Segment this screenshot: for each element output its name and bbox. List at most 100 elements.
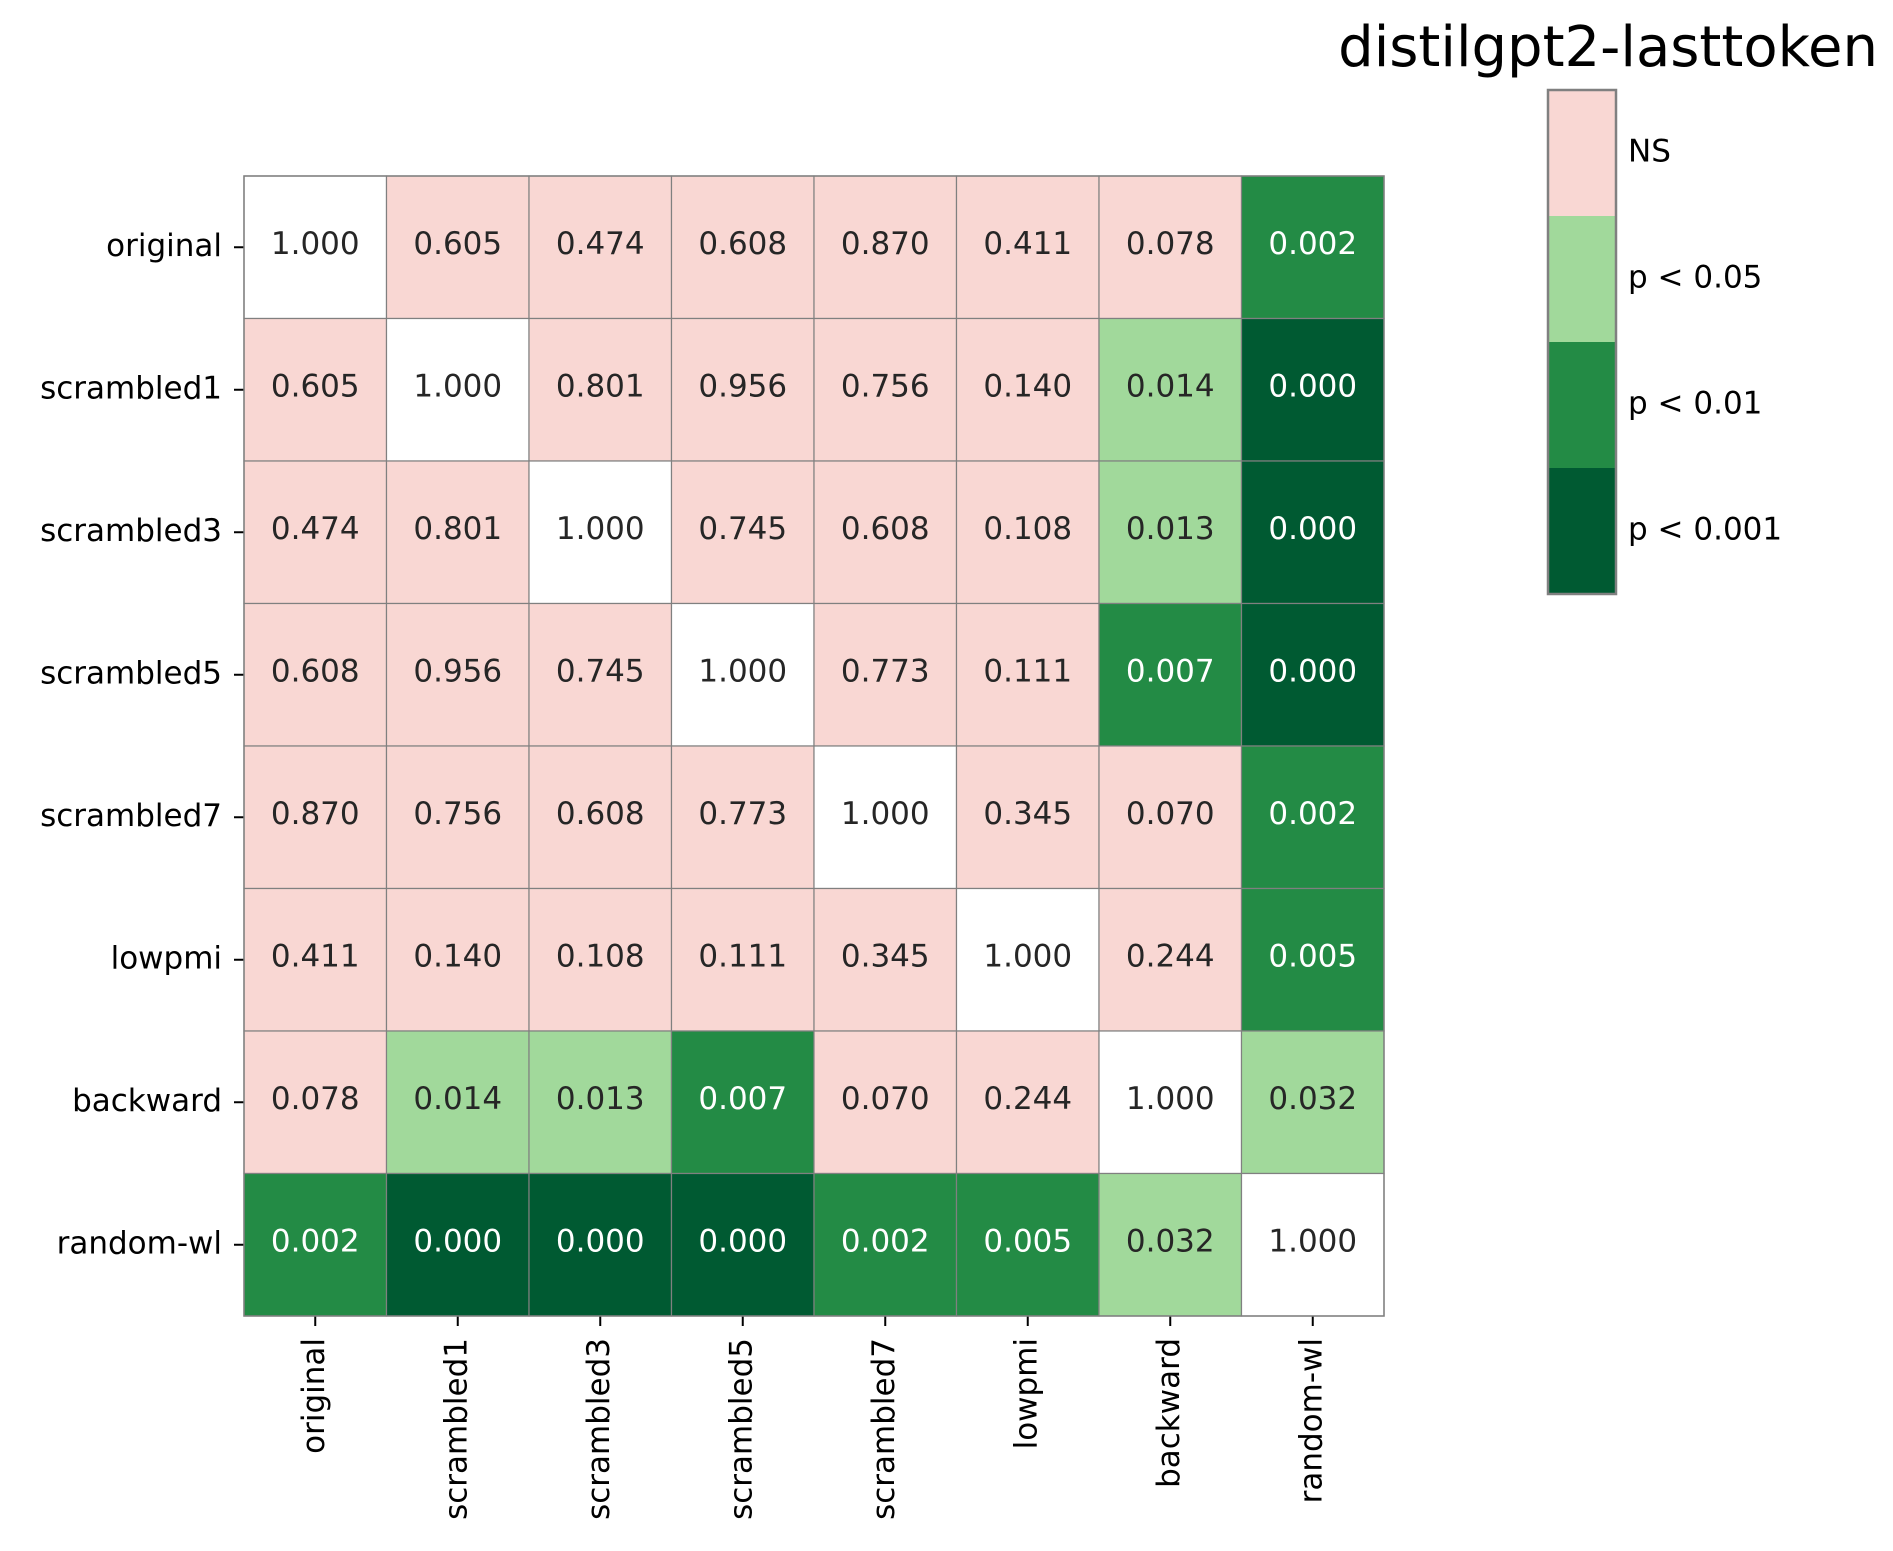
heatmap-cell-original-scrambled5 (670, 175, 815, 320)
cell-value-label: 0.014 (1126, 368, 1215, 404)
heatmap-cell-scrambled3-backward (1098, 460, 1243, 605)
legend-swatch (1548, 468, 1616, 594)
row-tick-label: original (106, 228, 222, 264)
heatmap-cell-backward-scrambled7 (813, 1030, 958, 1175)
heatmap-cell-backward-random-wl (1240, 1030, 1385, 1175)
heatmap-cell-scrambled1-backward (1098, 317, 1243, 462)
legend-label: NS (1628, 134, 1671, 170)
cell-value-label: 0.474 (271, 511, 360, 547)
heatmap-cell-original-scrambled7 (813, 175, 958, 320)
cell-value-label: 0.756 (841, 368, 930, 404)
cell-value-label: 0.140 (983, 368, 1072, 404)
heatmap-cell-scrambled1-scrambled1 (385, 317, 530, 462)
cell-value-label: 0.005 (1268, 938, 1357, 974)
cell-value-label: 0.000 (1268, 368, 1357, 404)
cell-value-label: 0.111 (698, 938, 787, 974)
heatmap-cell-scrambled7-scrambled5 (670, 745, 815, 890)
column-tick-label: lowpmi (1008, 1338, 1044, 1449)
heatmap-cell-random-wl-random-wl (1240, 1172, 1385, 1317)
cell-value-label: 0.002 (841, 1223, 930, 1259)
heatmap-cell-backward-scrambled1 (385, 1030, 530, 1175)
cell-value-label: 0.608 (841, 511, 930, 547)
row-tick-label: scrambled7 (40, 798, 222, 834)
cell-value-label: 0.000 (1268, 511, 1357, 547)
legend-swatch (1548, 216, 1616, 342)
heatmap-cell-original-random-wl (1240, 175, 1385, 320)
cell-value-label: 0.411 (271, 938, 360, 974)
cell-value-label: 0.108 (556, 938, 645, 974)
cell-value-label: 0.007 (1126, 653, 1215, 689)
row-tick-label: scrambled3 (40, 513, 222, 549)
cell-value-label: 0.773 (841, 653, 930, 689)
row-tick-label: random-wl (57, 1225, 222, 1261)
cell-value-label: 0.608 (271, 653, 360, 689)
column-tick-label: original (296, 1338, 332, 1454)
cell-value-label: 0.000 (413, 1223, 502, 1259)
cell-value-label: 0.756 (413, 796, 502, 832)
heatmap-cell-scrambled3-original (243, 460, 388, 605)
cell-value-label: 0.801 (413, 511, 502, 547)
cell-value-label: 0.070 (1126, 796, 1215, 832)
heatmap-frame (243, 175, 1385, 1317)
heatmap-cell-scrambled3-scrambled3 (528, 460, 673, 605)
row-tick-label: backward (72, 1083, 222, 1119)
column-tick-label: scrambled3 (581, 1338, 617, 1520)
legend-label: p < 0.001 (1628, 512, 1782, 548)
heatmap-cells: 1.000 0.605 0.474 0.608 0.870 0.411 0.078 0.002… (243, 175, 1385, 1317)
heatmap-cell-original-original (243, 175, 388, 320)
chart-title: distilgpt2-lasttoken (1338, 15, 1878, 80)
cell-value-label: 1.000 (271, 226, 360, 262)
cell-value-label: 0.014 (413, 1081, 502, 1117)
cell-value-label: 0.013 (556, 1081, 645, 1117)
legend-swatch (1548, 342, 1616, 468)
heatmap-cell-scrambled7-scrambled7 (813, 745, 958, 890)
heatmap-cell-lowpmi-lowpmi (955, 887, 1100, 1032)
cell-value-label: 1.000 (698, 653, 787, 689)
cell-value-label: 0.474 (556, 226, 645, 262)
column-tick-label: backward (1151, 1338, 1187, 1488)
heatmap-cell-lowpmi-scrambled7 (813, 887, 958, 1032)
cell-value-label: 0.000 (1268, 653, 1357, 689)
row-tick-label: scrambled1 (40, 370, 222, 406)
column-tick-label: scrambled5 (723, 1338, 759, 1520)
heatmap-cell-scrambled5-scrambled3 (528, 602, 673, 747)
cell-value-label: 0.956 (413, 653, 502, 689)
cell-value-label: 0.345 (841, 938, 930, 974)
heatmap-cell-random-wl-scrambled7 (813, 1172, 958, 1317)
cell-value-label: 0.078 (1126, 226, 1215, 262)
cell-value-label: 0.956 (698, 368, 787, 404)
heatmap-cell-scrambled1-scrambled5 (670, 317, 815, 462)
significance-legend: NS p < 0.05 p < 0.01 p < 0.001 (1546, 88, 1782, 596)
cell-value-label: 0.345 (983, 796, 1072, 832)
cell-value-label: 0.013 (1126, 511, 1215, 547)
heatmap-cell-lowpmi-scrambled3 (528, 887, 673, 1032)
heatmap-cell-original-lowpmi (955, 175, 1100, 320)
column-tick-label: random-wl (1293, 1338, 1329, 1503)
cell-value-label: 0.005 (983, 1223, 1072, 1259)
cell-value-label: 0.605 (413, 226, 502, 262)
cell-value-label: 1.000 (983, 938, 1072, 974)
cell-value-label: 0.002 (1268, 796, 1357, 832)
heatmap-cell-scrambled3-lowpmi (955, 460, 1100, 605)
cell-value-label: 1.000 (1268, 1223, 1357, 1259)
cell-value-label: 0.002 (1268, 226, 1357, 262)
cell-value-label: 0.244 (1126, 938, 1215, 974)
row-tick-labels: original scrambled1 scrambled3 scrambled5 sc… (40, 228, 244, 1261)
legend-label: p < 0.05 (1628, 260, 1762, 296)
cell-value-label: 1.000 (556, 511, 645, 547)
cell-value-label: 0.000 (556, 1223, 645, 1259)
heatmap-cell-random-wl-lowpmi (955, 1172, 1100, 1317)
cell-value-label: 0.070 (841, 1081, 930, 1117)
heatmap-cell-backward-lowpmi (955, 1030, 1100, 1175)
heatmap-cell-backward-backward (1098, 1030, 1243, 1175)
heatmap-cell-random-wl-scrambled3 (528, 1172, 673, 1317)
legend-swatch (1548, 90, 1616, 216)
heatmap-cell-scrambled5-original (243, 602, 388, 747)
heatmap-cell-backward-scrambled3 (528, 1030, 673, 1175)
heatmap-cell-scrambled5-scrambled7 (813, 602, 958, 747)
cell-value-label: 0.032 (1268, 1081, 1357, 1117)
cell-value-label: 0.140 (413, 938, 502, 974)
heatmap-cell-lowpmi-scrambled1 (385, 887, 530, 1032)
cell-value-label: 0.773 (698, 796, 787, 832)
